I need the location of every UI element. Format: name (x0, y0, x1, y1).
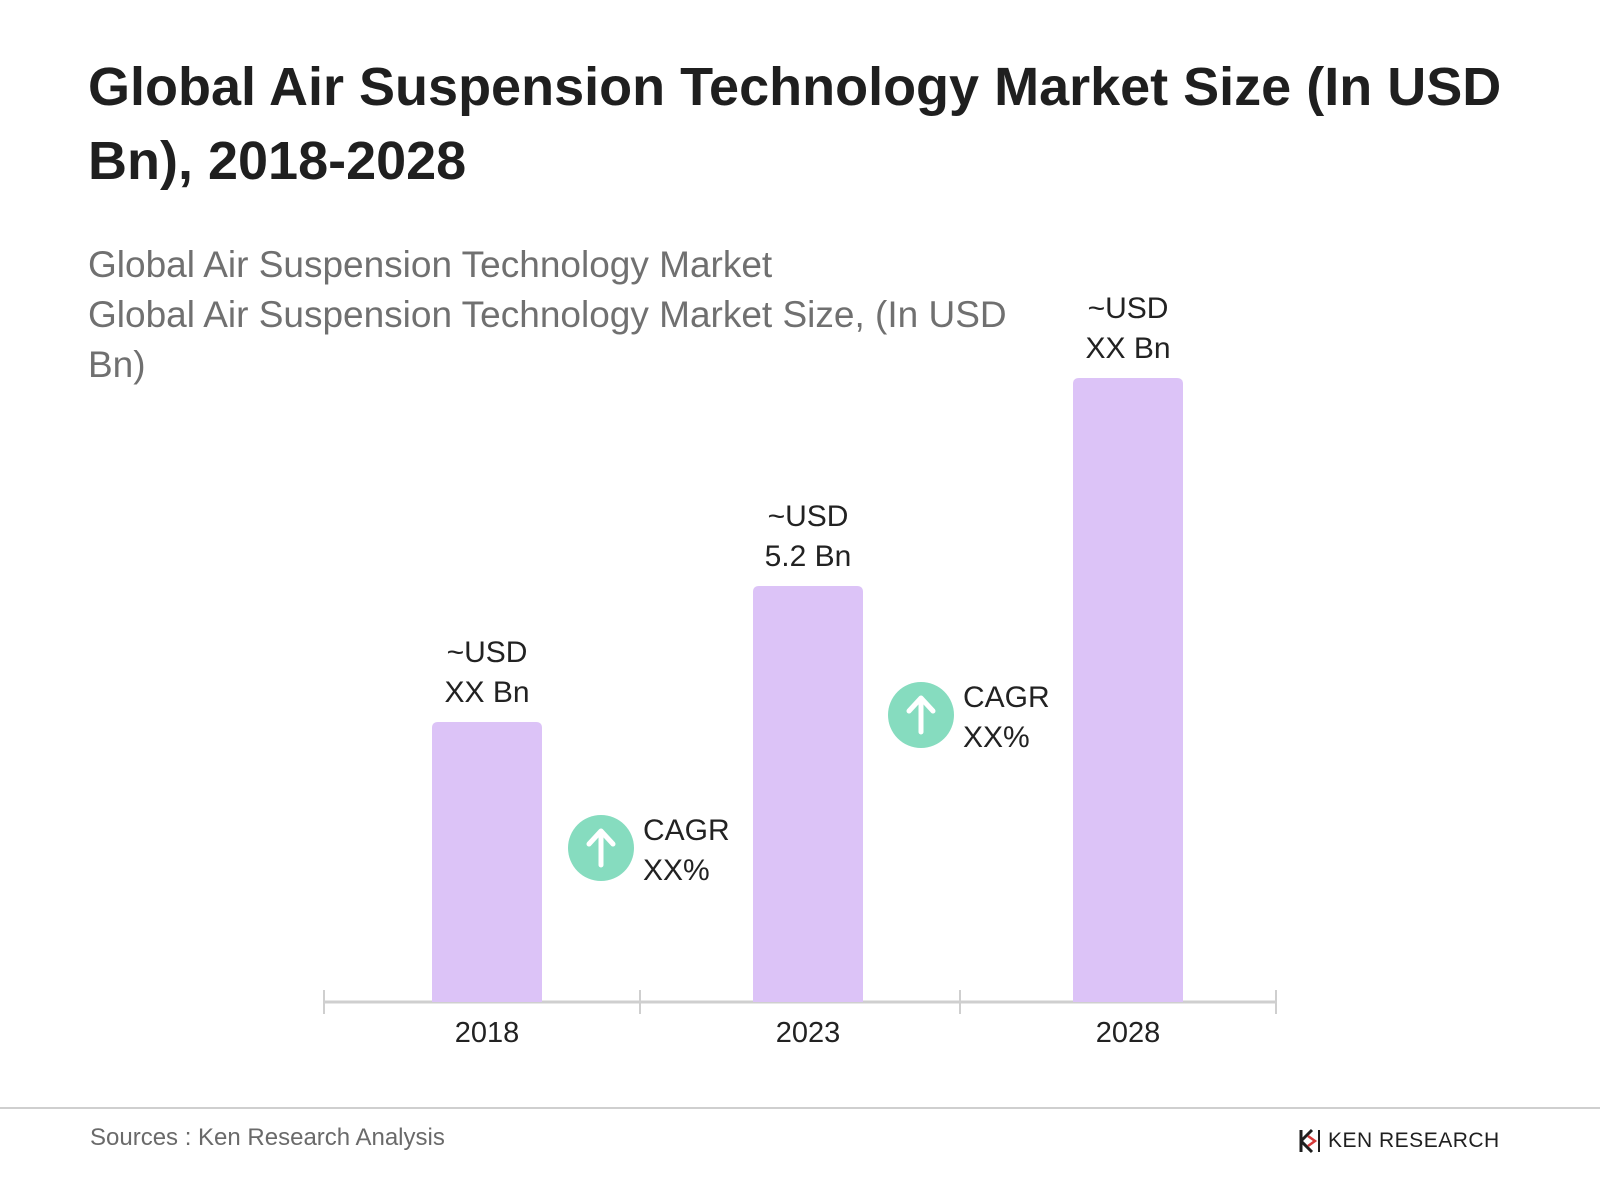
cagr-annotation: CAGR XX% (568, 814, 730, 887)
bar-value-label: 5.2 Bn (765, 540, 852, 573)
arrow-up-icon (906, 695, 936, 735)
source-note: Sources : Ken Research Analysis (90, 1124, 445, 1151)
cagr-label: CAGR (643, 814, 730, 847)
bar-chart: ~USD XX Bn 2018 ~USD 5.2 Bn 2023 ~USD XX Bn 2028… (323, 292, 1277, 1049)
chart-subtitle: Global Air Suspension Technology Market … (88, 240, 1048, 390)
subtitle-line-2: Global Air Suspension Technology Market … (88, 294, 1007, 385)
cagr-annotation: CAGR XX% (888, 681, 1050, 754)
bar-value-label: ~USD (447, 636, 528, 669)
cagr-label: XX% (643, 854, 710, 887)
bar-2018 (432, 722, 542, 1002)
bar-2023 (753, 586, 863, 1002)
arrow-up-icon (586, 828, 616, 868)
cagr-label: CAGR (963, 681, 1050, 714)
bar-value-label: XX Bn (1085, 332, 1170, 365)
cagr-label: XX% (963, 721, 1030, 754)
brand-name: KEN RESEARCH (1328, 1129, 1500, 1152)
subtitle-line-1: Global Air Suspension Technology Market (88, 244, 773, 285)
footer-divider (0, 1107, 1600, 1109)
chart-title: Global Air Suspension Technology Market … (88, 57, 1502, 191)
bar-2028 (1073, 378, 1183, 1002)
brand-logo: KEN RESEARCH (1298, 1126, 1500, 1156)
ken-research-logo-icon (1299, 1128, 1320, 1154)
bar-value-label: XX Bn (444, 676, 529, 709)
x-tick-label: 2023 (776, 1017, 841, 1049)
bar-value-label: ~USD (1088, 292, 1169, 325)
x-tick-label: 2028 (1096, 1017, 1161, 1049)
x-tick-label: 2018 (455, 1017, 520, 1049)
bar-value-label: ~USD (768, 500, 849, 533)
